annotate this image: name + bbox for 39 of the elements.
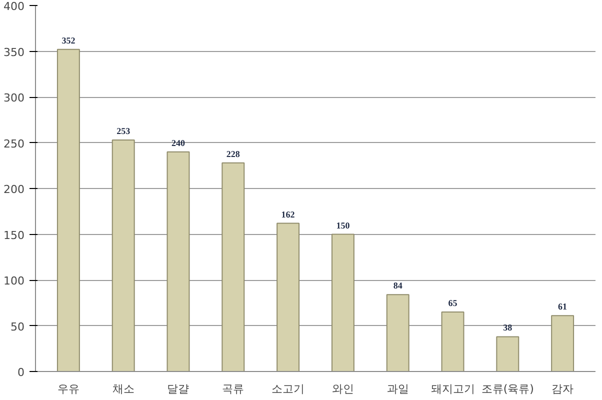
x-tick-label: 돼지고기 [430, 382, 475, 396]
y-tick-label: 150 [4, 228, 25, 242]
data-label: 240 [171, 138, 186, 148]
y-tick-label: 50 [10, 320, 25, 334]
y-tick-label: 250 [4, 137, 25, 150]
data-label: 38 [503, 322, 513, 333]
x-tick-label: 곡류 [222, 382, 244, 396]
data-label: 61 [558, 302, 568, 312]
bar [441, 312, 464, 372]
x-tick-label: 채소 [112, 382, 134, 396]
bar [166, 151, 190, 372]
data-label: 65 [448, 298, 458, 308]
bar [331, 234, 354, 372]
bar [276, 222, 300, 372]
y-tick-label: 200 [4, 183, 25, 196]
x-tick-label: 조류(육류) [481, 382, 534, 396]
bar [496, 336, 520, 372]
y-tick-label: 300 [4, 92, 25, 104]
data-label: 84 [393, 280, 403, 291]
data-label: 228 [226, 148, 240, 159]
x-tick-label: 우유 [57, 382, 80, 396]
data-label: 352 [62, 35, 76, 46]
x-tick-label: 소고기 [272, 382, 305, 396]
x-tick-label: 감자 [552, 382, 574, 396]
x-tick-label: 와인 [332, 382, 354, 396]
bar [551, 315, 574, 372]
y-tick-label: 350 [4, 46, 25, 59]
bar [222, 162, 245, 372]
y-tick-label: 0 [18, 366, 24, 379]
bar [386, 294, 410, 372]
bar [112, 140, 135, 372]
bar [56, 48, 80, 372]
y-tick-label: 400 [4, 0, 25, 13]
x-tick-label: 달걀 [167, 382, 190, 396]
x-tick-label: 과일 [386, 382, 409, 396]
data-label: 150 [336, 220, 350, 230]
y-tick-label: 100 [4, 274, 25, 288]
data-label: 253 [116, 126, 131, 136]
data-label: 162 [281, 209, 296, 220]
